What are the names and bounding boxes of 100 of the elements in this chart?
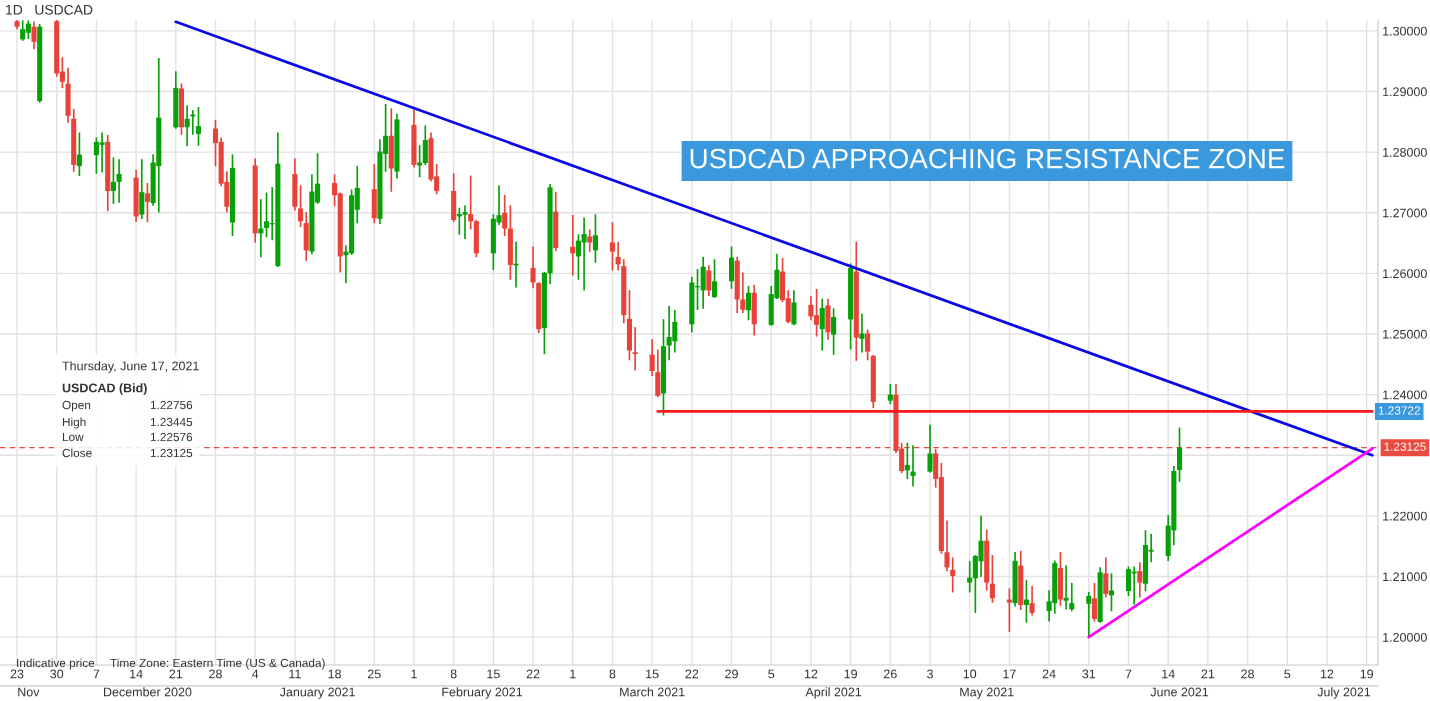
candlestick <box>740 272 746 314</box>
annotation: Open <box>62 400 91 412</box>
x2-tick-label: February 2021 <box>442 687 523 699</box>
candlestick <box>927 424 933 473</box>
x-tick-label: 8 <box>450 669 457 679</box>
x-tick-label: 28 <box>209 669 222 679</box>
x-tick-label: 24 <box>1042 669 1056 679</box>
y-tick-label: 1.27000 <box>1383 208 1427 218</box>
x-tick-label: 5 <box>1284 669 1291 679</box>
y-tick-label: 1.24000 <box>1383 390 1427 400</box>
annotation: 1.23722 <box>1378 406 1420 415</box>
candlestick <box>298 185 304 227</box>
annotation: USDCAD APPROACHING RESISTANCE ZONE <box>690 148 1285 169</box>
x-tick-label: 3 <box>927 669 933 679</box>
x-tick-label: 29 <box>725 669 738 679</box>
candlestick <box>139 159 145 220</box>
candlestick <box>184 105 190 147</box>
candlestick <box>1029 585 1035 616</box>
ref-line-label: 1.23125 <box>1384 442 1426 451</box>
x-tick-label: 15 <box>487 669 500 679</box>
candlestick <box>513 241 519 288</box>
candlestick <box>1006 588 1012 632</box>
candlestick <box>989 555 995 603</box>
candlestick <box>1069 582 1075 612</box>
candlestick <box>1063 565 1069 610</box>
annotation: Close <box>62 448 92 458</box>
candlestick <box>1103 557 1109 598</box>
candlestick <box>1137 562 1143 598</box>
candlestick <box>950 557 956 593</box>
x-tick-label: 28 <box>1241 669 1254 679</box>
x2-tick-label: June 2021 <box>1150 687 1209 697</box>
y-tick-label: 1.21000 <box>1383 572 1427 582</box>
annotation: Time Zone: Eastern Time (US & Canada) <box>110 658 325 670</box>
candlestick <box>195 107 202 146</box>
y-tick-label: 1.20000 <box>1383 632 1427 642</box>
x-tick-label: 22 <box>685 669 699 679</box>
annotation: 1.23125 <box>150 448 193 458</box>
annotation: High <box>62 417 86 429</box>
candlestick <box>967 561 973 593</box>
candlestick <box>819 298 825 351</box>
candlestick <box>655 349 661 398</box>
candlestick <box>745 285 752 321</box>
y-tick-label: 1.29000 <box>1383 87 1427 97</box>
x-tick-label: 1 <box>411 669 417 679</box>
candlestick <box>728 246 735 289</box>
candlestick <box>944 520 950 572</box>
candlestick <box>609 222 615 271</box>
y-tick-label: 1.30000 <box>1383 26 1427 36</box>
annotation: Low <box>62 432 84 442</box>
y-tick-label: 1.28000 <box>1383 147 1427 157</box>
candlestick <box>831 308 837 355</box>
x-tick-label: 21 <box>169 669 183 679</box>
candlestick <box>76 132 82 177</box>
candlestick <box>791 290 797 326</box>
candlestick <box>1086 592 1092 638</box>
x-tick-label: 4 <box>252 669 259 679</box>
x-tick-label: 30 <box>50 669 64 679</box>
x2-tick-label: March 2021 <box>620 687 685 697</box>
x-tick-label: 12 <box>1320 669 1334 679</box>
x2-tick-label: May 2021 <box>960 687 1014 699</box>
candlestick <box>711 259 718 298</box>
y-tick-label: 1.22000 <box>1383 511 1427 521</box>
y-tick-label: 1.26000 <box>1383 269 1427 279</box>
candlestick <box>587 229 593 252</box>
candlestick <box>502 194 508 237</box>
chart-title: 1D USDCAD <box>6 4 93 15</box>
candlestick <box>649 339 655 377</box>
candlestick <box>859 313 865 353</box>
candlestick <box>530 246 536 289</box>
x-tick-label: 31 <box>1082 669 1096 679</box>
x-tick-label: 11 <box>289 669 301 679</box>
x-tick-label: 10 <box>963 669 977 679</box>
x-tick-label: 25 <box>367 669 381 679</box>
annotation: USDCAD (Bid) <box>62 383 147 395</box>
x-tick-label: 17 <box>1003 669 1016 679</box>
candlestick <box>706 265 712 297</box>
x2-tick-label: Nov <box>18 687 40 697</box>
x-tick-label: 14 <box>130 669 143 679</box>
x-tick-label: 19 <box>844 669 857 679</box>
x-tick-label: 18 <box>328 669 341 679</box>
x-tick-label: 5 <box>768 669 775 679</box>
candlestick <box>615 241 621 271</box>
candlestick <box>632 327 638 371</box>
candlestick <box>865 329 871 361</box>
candlestick <box>887 384 893 404</box>
x-tick-label: 22 <box>526 669 540 679</box>
candlestick <box>144 182 150 223</box>
annotation: 1.22756 <box>150 400 193 410</box>
candlestick <box>1108 573 1115 612</box>
x-tick-label: 26 <box>883 669 897 679</box>
candlestick <box>31 21 37 50</box>
x-tick-label: 8 <box>609 669 616 679</box>
y-tick-label: 1.25000 <box>1383 329 1427 339</box>
annotation: Indicative price <box>17 658 95 670</box>
x2-tick-label: January 2021 <box>279 687 355 699</box>
x-tick-label: 14 <box>1162 669 1175 679</box>
candlestick <box>110 157 116 204</box>
annotation: 1.22576 <box>150 432 193 442</box>
x-tick-label: 19 <box>1360 669 1374 679</box>
x-tick-label: 15 <box>646 669 659 679</box>
